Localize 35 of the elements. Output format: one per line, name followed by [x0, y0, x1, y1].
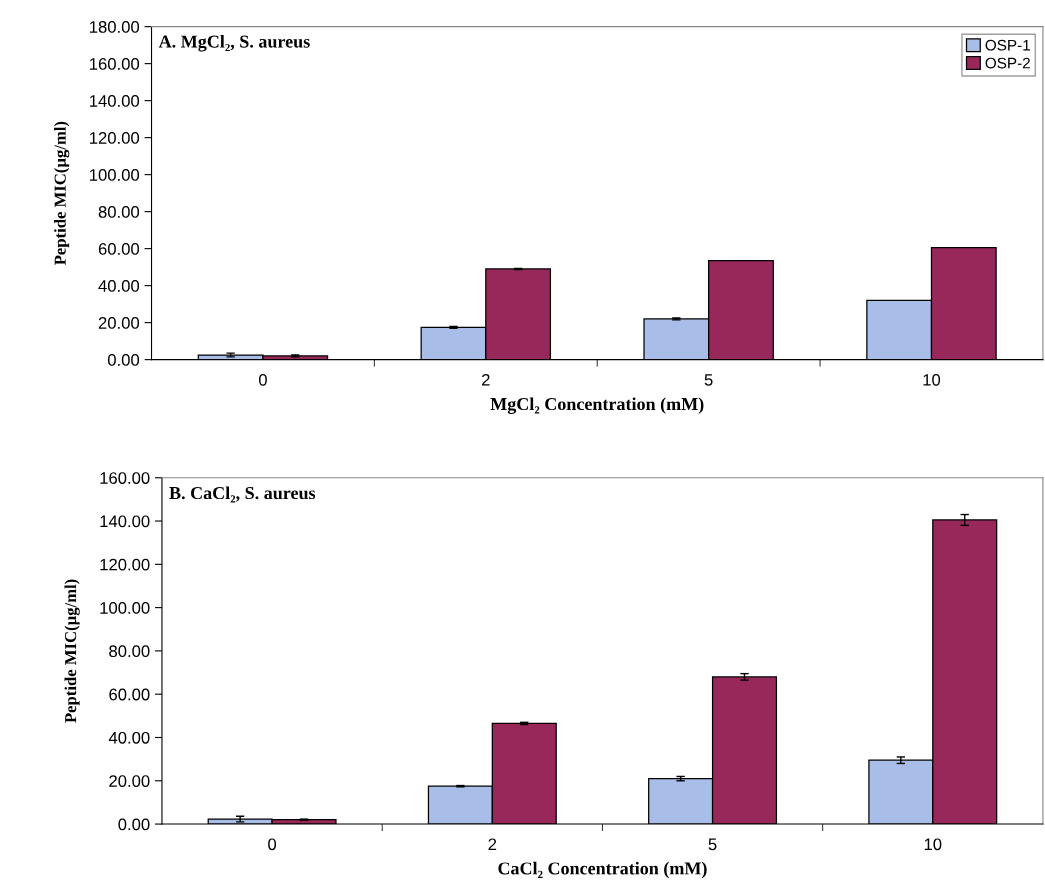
y-tick-label: 120.00 — [90, 132, 140, 144]
y-tick-label: 160.00 — [100, 472, 150, 484]
y-tick-label: 40.00 — [98, 280, 140, 292]
y-tick-label: 180.00 — [90, 21, 140, 33]
y-tick-label: 0.00 — [107, 354, 140, 366]
x-axis-title: CaCl₂ Concentration (mM) — [498, 861, 707, 879]
y-tick-label: 140.00 — [100, 515, 150, 528]
chart-title: B. CaCl₂, S. aureus — [169, 486, 316, 503]
y-tick-label: 100.00 — [100, 602, 150, 614]
y-tick-label: 20.00 — [98, 317, 140, 329]
x-tick-label: 10 — [923, 373, 941, 386]
legend-label: OSP-1 — [985, 39, 1030, 51]
legend-label: OSP-2 — [985, 57, 1030, 69]
x-tick-label: 10 — [924, 838, 942, 851]
x-tick-label: 0 — [258, 373, 267, 386]
x-tick-label: 2 — [482, 373, 490, 386]
y-tick-label: 100.00 — [90, 169, 140, 181]
y-tick-label: 140.00 — [90, 95, 140, 107]
y-tick-label: 60.00 — [98, 243, 140, 255]
chart-title: A. MgCl₂, S. aureus — [158, 34, 310, 52]
y-tick-label: 160.00 — [90, 58, 140, 70]
y-tick-label: 40.00 — [108, 731, 150, 744]
y-tick-label: 120.00 — [100, 558, 150, 571]
y-tick-label: 0.00 — [118, 818, 150, 831]
x-axis-title: MgCl₂ Concentration (mM) — [490, 397, 704, 414]
y-tick-label: 80.00 — [109, 645, 150, 658]
y-axis-title: Peptide MIC(µg/ml) — [64, 579, 80, 723]
x-tick-label: 0 — [268, 838, 277, 851]
x-tick-label: 2 — [488, 838, 497, 851]
y-tick-label: 80.00 — [98, 206, 140, 218]
y-axis-title: Peptide MIC(µg/ml) — [54, 121, 70, 265]
x-tick-label: 5 — [708, 838, 717, 851]
y-tick-label: 60.00 — [109, 688, 150, 701]
y-tick-label: 20.00 — [109, 775, 150, 787]
x-tick-label: 5 — [704, 374, 713, 386]
